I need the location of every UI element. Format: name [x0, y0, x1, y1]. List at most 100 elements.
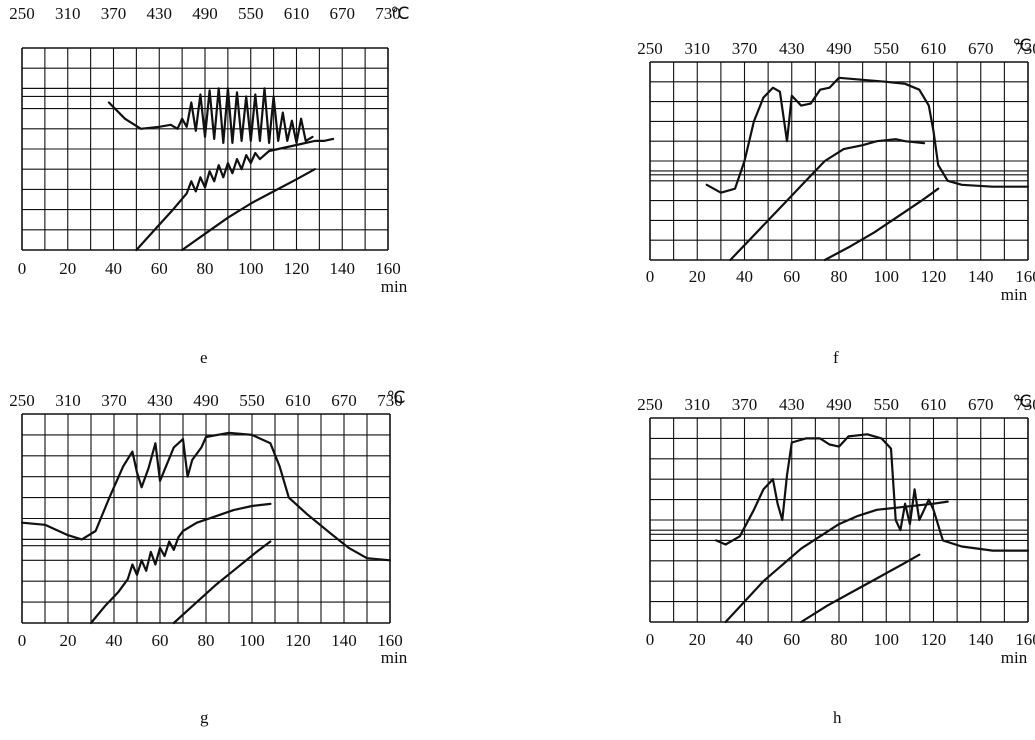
bottom-tick-label: 40: [105, 259, 122, 278]
bottom-tick-label: 40: [736, 630, 753, 649]
bottom-tick-label: 100: [238, 259, 264, 278]
bottom-tick-label: 20: [689, 630, 706, 649]
top-tick-label: 610: [921, 395, 947, 414]
bottom-axis-unit: min: [381, 648, 408, 667]
bottom-tick-label: 160: [375, 259, 401, 278]
bottom-tick-label: 60: [152, 631, 169, 650]
bottom-tick-label: 80: [198, 631, 215, 650]
top-tick-label: 370: [732, 39, 758, 58]
bottom-tick-label: 80: [831, 630, 848, 649]
bottom-tick-label: 0: [646, 630, 655, 649]
top-axis-unit: ℃: [390, 4, 409, 23]
grid-f: [649, 61, 1029, 261]
curve-e-2: [135, 137, 335, 252]
top-tick-label: 430: [779, 39, 805, 58]
curve-f-2: [729, 138, 926, 262]
top-tick-label: 730: [377, 391, 403, 410]
bottom-tick-label: 100: [874, 630, 900, 649]
top-tick-label: 730: [375, 4, 401, 23]
chart-panel-f: 250 310 370 430 490 550 610 670 730℃ 0 20 40 60 80 100…: [620, 0, 1035, 310]
top-tick-label: 370: [101, 4, 127, 23]
bottom-tick-label: 140: [330, 259, 356, 278]
bottom-tick-label: 120: [284, 259, 310, 278]
grid-h: [649, 417, 1029, 623]
top-tick-label: 490: [826, 395, 852, 414]
top-axis-unit: ℃: [1012, 392, 1031, 411]
top-tick-label: 670: [968, 395, 994, 414]
curve-f-3: [823, 187, 940, 262]
bottom-tick-label: 80: [831, 267, 848, 286]
top-tick-label: 370: [101, 391, 127, 410]
top-tick-label: 670: [331, 391, 357, 410]
bottom-tick-label: 20: [59, 259, 76, 278]
panel-label-h: h: [833, 708, 842, 727]
top-tick-label: 310: [685, 39, 711, 58]
top-tick-label: 370: [732, 395, 758, 414]
top-tick-label: 670: [330, 4, 356, 23]
top-tick-label: 310: [685, 395, 711, 414]
top-tick-label: 550: [874, 39, 900, 58]
top-tick-label: 550: [238, 4, 264, 23]
top-tick-label: 670: [968, 39, 994, 58]
grid-e: [21, 47, 389, 251]
top-tick-label: 730: [1015, 395, 1035, 414]
top-tick-label: 310: [55, 391, 81, 410]
bottom-axis-unit: min: [381, 277, 408, 296]
bottom-tick-label: 140: [331, 631, 357, 650]
top-tick-label: 310: [55, 4, 81, 23]
curve-g-2: [89, 502, 272, 625]
bottom-tick-label: 60: [151, 259, 168, 278]
top-tick-label: 430: [147, 4, 173, 23]
chart-panel-g: 250 310 370 430 490 550 610 670 730 ℃ 0 20 40 60 80 100…: [0, 355, 410, 675]
chart-panel-e: 250 310 370 430 490 550 610 670 730 ℃ 0 20 40 60 80 100…: [0, 0, 410, 300]
panel-label-g: g: [200, 708, 209, 727]
top-tick-label: 610: [285, 391, 311, 410]
panel-label-f: f: [833, 348, 839, 367]
bottom-tick-label: 160: [1015, 267, 1035, 286]
curve-h-3: [800, 553, 921, 624]
curve-g-1: [20, 431, 392, 562]
top-axis-unit: ℃: [1012, 36, 1031, 55]
bottom-tick-label: 40: [736, 267, 753, 286]
top-tick-label: 250: [9, 4, 35, 23]
bottom-axis-unit: min: [1001, 648, 1028, 667]
chart-panel-h: 250 310 370 430 490 550 610 670 730℃ 0 20 40 60 80 100…: [620, 355, 1035, 680]
curve-g-3: [172, 540, 272, 625]
top-tick-label: 490: [826, 39, 852, 58]
bottom-tick-label: 120: [285, 631, 311, 650]
bottom-tick-label: 60: [783, 267, 800, 286]
top-tick-label: 490: [193, 391, 219, 410]
panel-label-e: e: [200, 348, 208, 367]
chart-svg-f: 250 310 370 430 490 550 610 670 730℃ 0 20 40 60 80 100…: [637, 36, 1035, 304]
top-tick-label: 250: [637, 395, 663, 414]
bottom-tick-label: 120: [921, 267, 947, 286]
bottom-tick-label: 20: [689, 267, 706, 286]
top-tick-label: 250: [9, 391, 35, 410]
bottom-tick-label: 0: [18, 631, 27, 650]
top-tick-label: 610: [921, 39, 947, 58]
bottom-tick-label: 60: [783, 630, 800, 649]
curve-h-2: [724, 500, 949, 624]
top-tick-label: 430: [779, 395, 805, 414]
chart-svg-e: 250 310 370 430 490 550 610 670 730℃ 0 20 40 60 80 100…: [9, 4, 409, 296]
bottom-tick-label: 0: [646, 267, 655, 286]
bottom-axis-unit: min: [1001, 285, 1028, 304]
bottom-tick-label: 0: [18, 259, 27, 278]
bottom-tick-label: 160: [1015, 630, 1035, 649]
top-tick-label: 430: [147, 391, 173, 410]
chart-svg-h: 250 310 370 430 490 550 610 670 730℃ 0 20 40 60 80 100…: [637, 392, 1035, 667]
bottom-tick-label: 80: [197, 259, 214, 278]
top-tick-label: 250: [637, 39, 663, 58]
curve-e-3: [181, 168, 316, 252]
curve-e-1: [107, 87, 314, 144]
bottom-tick-label: 160: [377, 631, 403, 650]
bottom-tick-label: 100: [239, 631, 265, 650]
bottom-tick-label: 40: [106, 631, 123, 650]
top-tick-label: 730: [1015, 39, 1035, 58]
top-tick-label: 610: [284, 4, 310, 23]
top-tick-label: 550: [239, 391, 265, 410]
curve-f-1: [705, 76, 1030, 194]
bottom-tick-label: 100: [874, 267, 900, 286]
bottom-tick-label: 140: [968, 267, 994, 286]
top-tick-label: 490: [192, 4, 218, 23]
